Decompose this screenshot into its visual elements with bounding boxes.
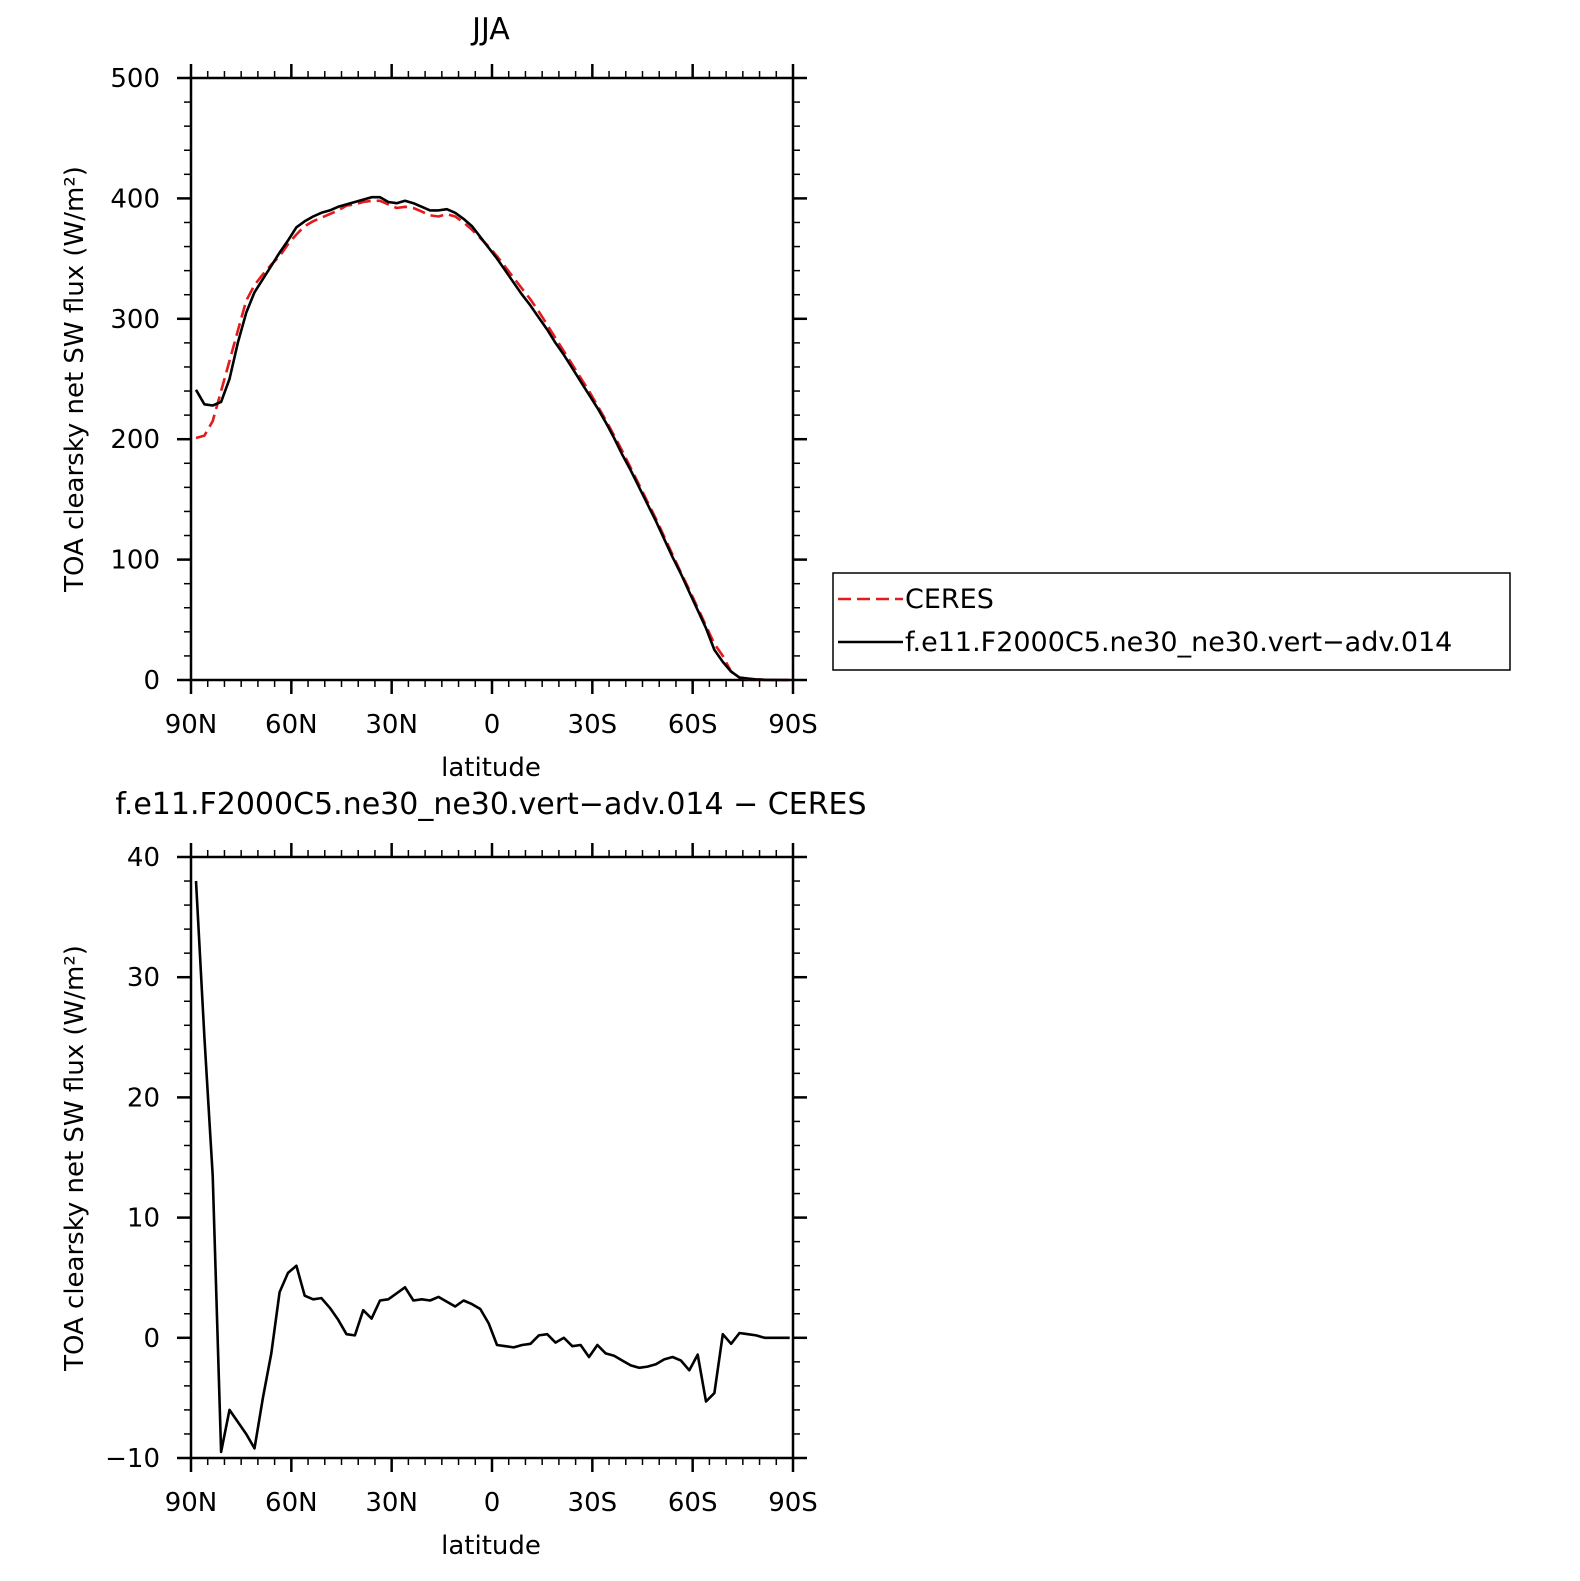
- top-y-axis-title: TOA clearsky net SW flux (W/m²): [60, 166, 90, 593]
- bottom-y-axis-title: TOA clearsky net SW flux (W/m²): [60, 945, 90, 1372]
- bottom-x-tick-label: 90N: [165, 1488, 218, 1518]
- top-x-tick-label: 30N: [365, 710, 418, 740]
- bottom-x-tick-label: 60S: [668, 1488, 718, 1518]
- bottom-y-tick-label: 10: [127, 1204, 160, 1234]
- legend-label-ceres: CERES: [905, 584, 994, 615]
- bottom-series: [194, 880, 790, 1454]
- bottom-x-tick-label: 30S: [568, 1488, 618, 1518]
- top-x-tick-label: 30S: [568, 710, 618, 740]
- top-y-tick-label: 500: [110, 64, 160, 94]
- top-y-tick-label: 400: [110, 184, 160, 214]
- top-x-tick-label: 60S: [668, 710, 718, 740]
- legend-box: [832, 572, 1511, 671]
- top-y-tick-label: 300: [110, 305, 160, 335]
- bottom-y-tick-label: 20: [127, 1083, 160, 1113]
- legend: CERES f.e11.F2000C5.ne30_ne30.vert−adv.0…: [832, 572, 1511, 671]
- bottom-x-tick-label: 30N: [365, 1488, 418, 1518]
- top-x-axis-title: latitude: [441, 753, 541, 783]
- bottom-panel: f.e11.F2000C5.ne30_ne30.vert−adv.014 − C…: [60, 787, 867, 1561]
- top-x-tick-label: 60N: [265, 710, 318, 740]
- bottom-x-tick-label: 0: [484, 1488, 501, 1518]
- top-series-line-model: [194, 195, 790, 682]
- top-chart-title: JJA: [470, 12, 510, 47]
- top-series: [194, 195, 790, 682]
- top-y-tick-label: 0: [143, 666, 160, 696]
- top-y-tick-label: 200: [110, 425, 160, 455]
- bottom-y-tick-label: 30: [127, 963, 160, 993]
- bottom-y-tick-label: −10: [105, 1444, 160, 1474]
- bottom-y-tick-label: 0: [143, 1324, 160, 1354]
- bottom-y-tick-label: 40: [127, 843, 160, 873]
- bottom-chart-title: f.e11.F2000C5.ne30_ne30.vert−adv.014 − C…: [115, 787, 866, 822]
- top-x-tick-label: 90S: [768, 710, 818, 740]
- top-axes: 90N 60N 30N 0 30S 60S 90S 0 100 200 300 400 500: [110, 64, 818, 740]
- top-x-tick-label: 90N: [165, 710, 218, 740]
- bottom-plot-frame: [189, 855, 795, 1460]
- bottom-series-line-model: [194, 880, 790, 1454]
- top-panel: JJA TOA clearsky net SW flux (W/m²) lati…: [60, 12, 1511, 783]
- legend-label-model: f.e11.F2000C5.ne30_ne30.vert−adv.014: [905, 627, 1452, 658]
- top-x-tick-label: 0: [484, 710, 501, 740]
- bottom-axes: 90N 60N 30N 0 30S 60S 90S −10 0 10 20 30 40: [105, 843, 818, 1518]
- bottom-x-tick-label: 60N: [265, 1488, 318, 1518]
- top-series-line-ceres: [195, 199, 790, 682]
- top-y-tick-label: 100: [110, 546, 160, 576]
- bottom-x-axis-title: latitude: [441, 1531, 541, 1561]
- bottom-x-tick-label: 90S: [768, 1488, 818, 1518]
- top-plot-frame: [189, 76, 795, 682]
